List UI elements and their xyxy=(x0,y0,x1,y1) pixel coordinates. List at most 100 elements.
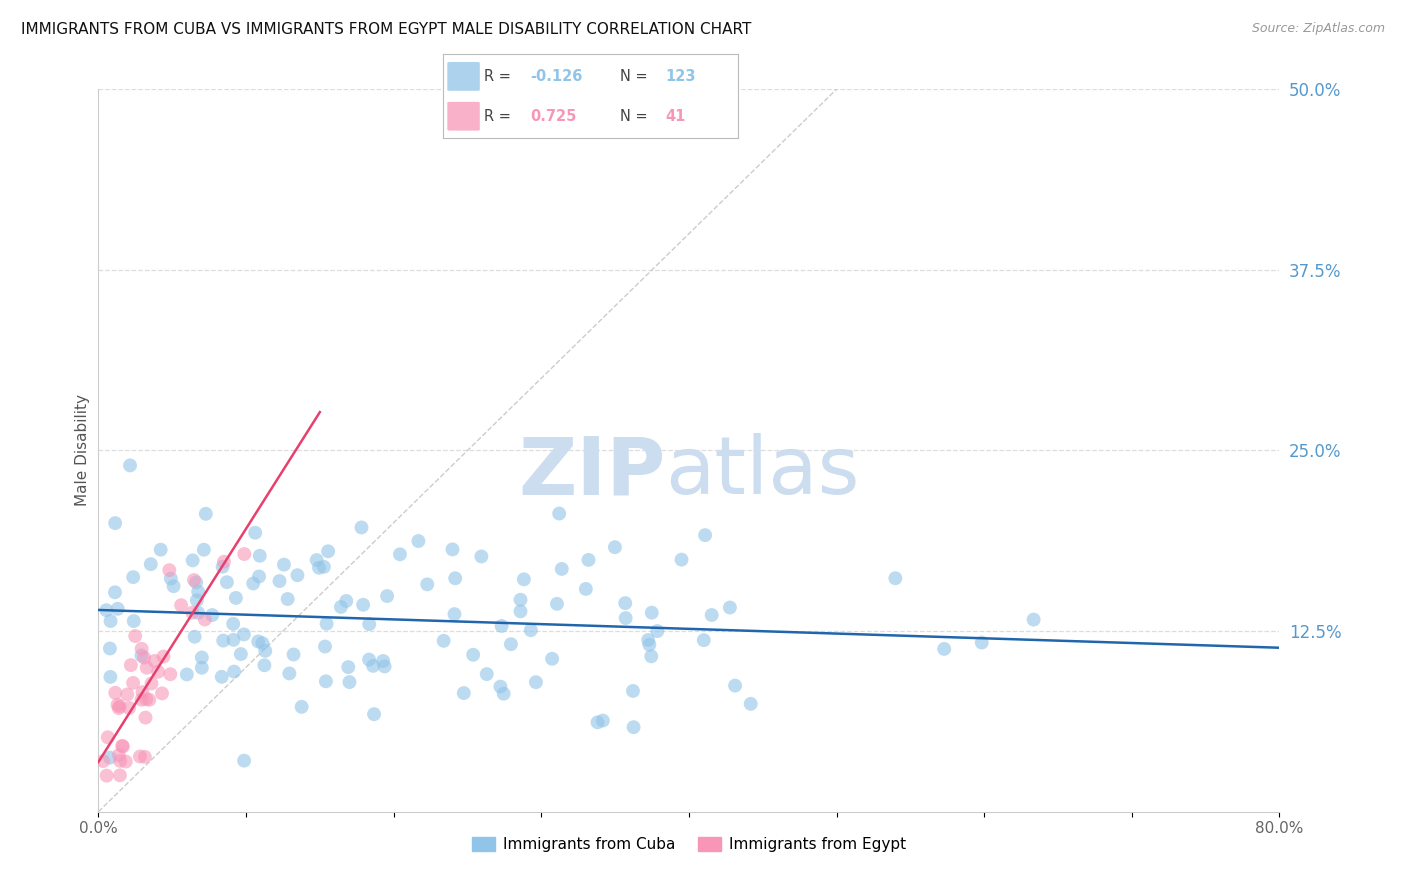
Point xyxy=(637,632,659,647)
Point xyxy=(98,750,121,764)
Point xyxy=(96,603,118,617)
Point xyxy=(201,608,224,623)
Text: -0.126: -0.126 xyxy=(530,69,582,84)
Point xyxy=(232,627,254,641)
Point xyxy=(184,575,207,590)
Point xyxy=(489,680,512,694)
Point xyxy=(408,534,430,549)
Point xyxy=(233,754,256,768)
Point xyxy=(120,658,142,673)
Point xyxy=(181,606,204,620)
Point xyxy=(131,641,153,656)
Point xyxy=(91,754,114,768)
Point xyxy=(139,557,162,571)
Point xyxy=(287,568,309,582)
Point xyxy=(308,560,330,574)
Point xyxy=(443,607,465,621)
Point xyxy=(695,528,717,542)
Point xyxy=(623,720,645,734)
Point xyxy=(222,665,245,679)
Point xyxy=(934,641,956,656)
Point xyxy=(509,604,531,618)
Point xyxy=(222,616,245,631)
Point xyxy=(671,552,693,566)
Point xyxy=(551,562,574,576)
Text: N =: N = xyxy=(620,69,652,84)
Y-axis label: Male Disability: Male Disability xyxy=(75,394,90,507)
Point xyxy=(352,598,374,612)
Point xyxy=(463,648,485,662)
Point xyxy=(186,593,208,607)
Point xyxy=(212,633,235,648)
Point xyxy=(374,659,396,673)
Point xyxy=(107,698,129,712)
Point xyxy=(312,559,335,574)
Point xyxy=(339,675,361,690)
Point xyxy=(229,647,252,661)
Point xyxy=(111,739,134,754)
Point xyxy=(100,614,122,628)
Point xyxy=(107,701,129,715)
Point xyxy=(371,654,394,668)
Point xyxy=(149,542,172,557)
Point xyxy=(499,637,522,651)
Point xyxy=(603,540,626,554)
Point xyxy=(131,685,153,699)
Point xyxy=(107,601,129,615)
Point xyxy=(315,674,337,689)
Point xyxy=(97,731,120,745)
Point xyxy=(122,570,145,584)
Point xyxy=(509,592,531,607)
Text: 41: 41 xyxy=(666,109,686,124)
Point xyxy=(718,600,741,615)
Point xyxy=(100,670,122,684)
Point xyxy=(273,558,295,572)
Point xyxy=(441,542,464,557)
Point xyxy=(388,547,411,561)
Point xyxy=(183,573,205,587)
Point xyxy=(157,563,180,577)
Point xyxy=(433,633,456,648)
Point xyxy=(243,525,266,540)
Point xyxy=(194,507,217,521)
Point xyxy=(170,598,193,612)
Point xyxy=(375,589,398,603)
Point xyxy=(614,611,637,625)
Point xyxy=(187,584,209,599)
Point xyxy=(548,507,571,521)
Point xyxy=(222,632,245,647)
Point xyxy=(211,670,233,684)
Point xyxy=(614,596,637,610)
Text: atlas: atlas xyxy=(665,434,859,511)
Point xyxy=(970,635,993,649)
Point xyxy=(253,658,276,673)
Text: R =: R = xyxy=(484,69,516,84)
Point xyxy=(350,520,373,534)
Point xyxy=(578,553,600,567)
Text: N =: N = xyxy=(620,109,652,124)
Point xyxy=(884,571,907,585)
Point xyxy=(108,754,131,768)
Point xyxy=(337,660,360,674)
Point xyxy=(122,614,145,628)
Point xyxy=(176,667,198,681)
FancyBboxPatch shape xyxy=(447,62,479,91)
Point xyxy=(247,634,270,648)
Point xyxy=(118,458,141,473)
Point xyxy=(122,676,145,690)
Point xyxy=(740,697,762,711)
Point xyxy=(641,606,664,620)
Point xyxy=(108,699,131,714)
Point xyxy=(416,577,439,591)
Text: Source: ZipAtlas.com: Source: ZipAtlas.com xyxy=(1251,22,1385,36)
Point xyxy=(513,572,536,586)
Legend: Immigrants from Cuba, Immigrants from Egypt: Immigrants from Cuba, Immigrants from Eg… xyxy=(465,831,912,858)
Point xyxy=(131,648,153,663)
Point xyxy=(316,544,339,558)
Point xyxy=(277,592,299,607)
Point xyxy=(131,692,153,706)
Point xyxy=(291,699,314,714)
Point xyxy=(135,710,157,724)
Point xyxy=(141,676,163,690)
Point xyxy=(193,542,215,557)
